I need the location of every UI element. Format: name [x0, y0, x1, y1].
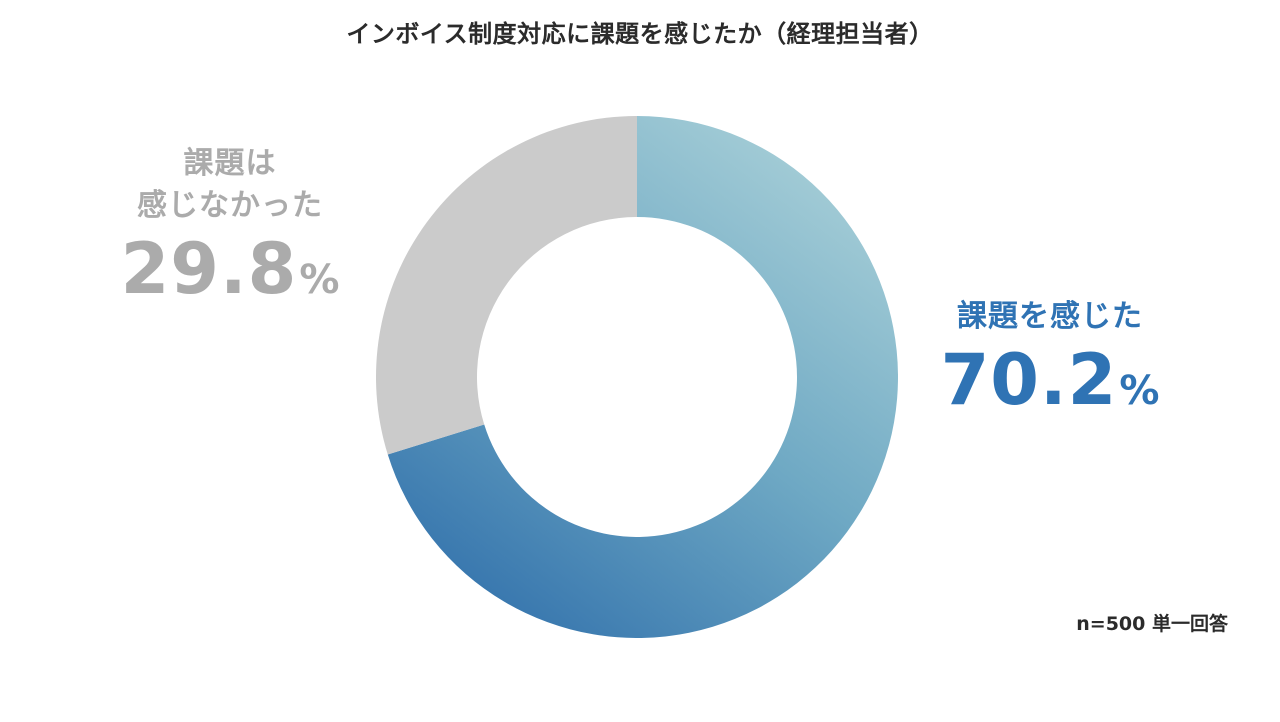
chart-title: インボイス制度対応に課題を感じたか（経理担当者） [346, 20, 934, 48]
slice-not-felt [376, 116, 637, 455]
label-felt-unit: % [1119, 368, 1160, 414]
label-felt: 課題を感じた 70.2% [940, 296, 1160, 437]
label-felt-value: 70.2 [940, 339, 1118, 421]
label-felt-category: 課題を感じた [957, 299, 1143, 334]
sample-size-note: n=500 単一回答 [1076, 613, 1228, 635]
label-not-felt-category-line2: 感じなかった [137, 188, 323, 223]
label-not-felt: 課題は 感じなかった 29.8% [100, 143, 360, 326]
label-not-felt-unit: % [299, 257, 340, 303]
label-not-felt-percentage: 29.8% [100, 231, 360, 326]
label-not-felt-value: 29.8 [120, 228, 298, 310]
slice-felt [387, 116, 898, 638]
label-felt-percentage: 70.2% [940, 342, 1160, 437]
label-not-felt-category-line1: 課題は [183, 146, 277, 181]
slices-group [376, 116, 898, 638]
